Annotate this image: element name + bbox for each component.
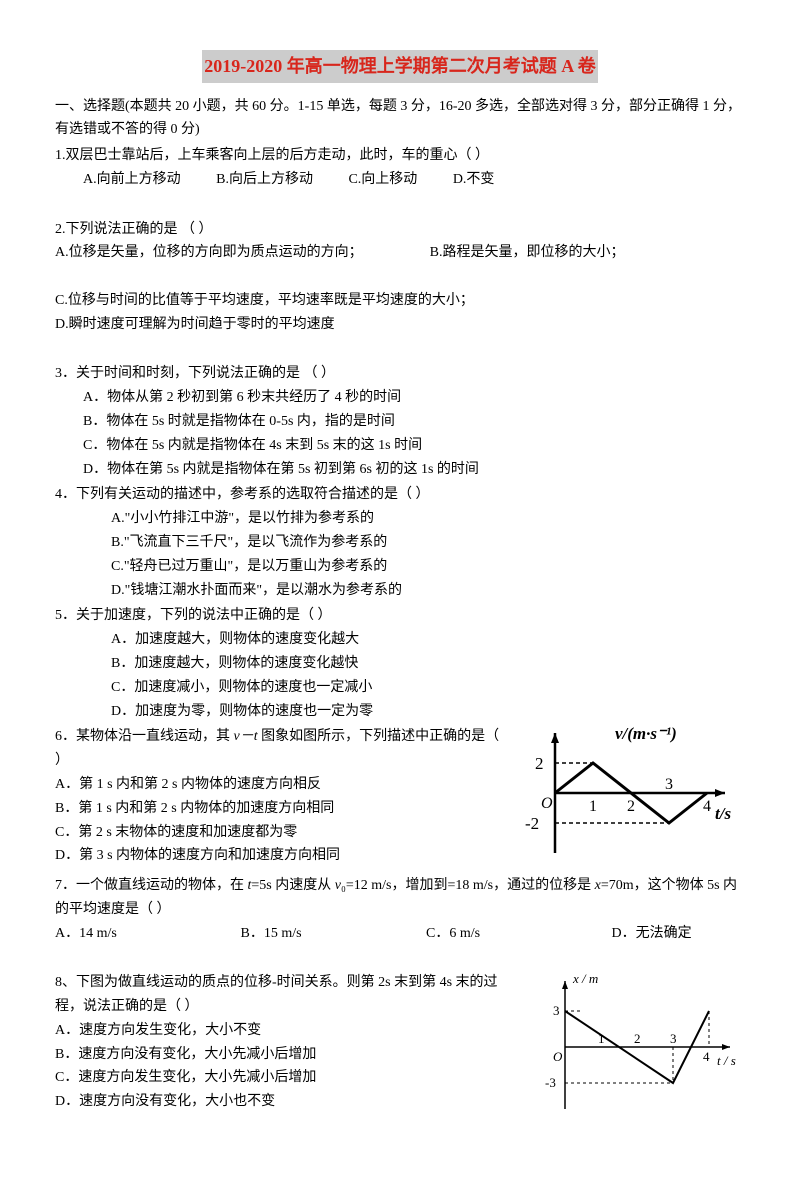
q4-option-d: D."钱塘江潮水扑面而来"，是以潮水为参考系的 [55, 579, 745, 603]
q8-ylabel: x / m [572, 971, 598, 986]
q3-option-a: A．物体从第 2 秒初到第 6 秒末共经历了 4 秒的时间 [55, 386, 745, 410]
q6-x-arrow [715, 789, 725, 797]
q8-origin: O [553, 1049, 563, 1064]
q5-option-d: D．加速度为零，则物体的速度也一定为零 [55, 700, 745, 724]
q8-x-arrow [722, 1044, 730, 1050]
q3-stem: 3．关于时间和时刻，下列说法正确的是 （ ） [55, 362, 745, 386]
q8-xtick-1: 1 [598, 1031, 605, 1046]
q1-option-a: A.向前上方移动 [83, 168, 181, 192]
q5-stem: 5．关于加速度，下列的说法中正确的是（ ） [55, 604, 745, 628]
q2-option-c: C.位移与时间的比值等于平均速度，平均速率既是平均速度的大小； [55, 289, 745, 313]
exam-title: 2019-2020 年高一物理上学期第二次月考试题 A 卷 [202, 50, 598, 83]
q8-xtick-2: 2 [634, 1031, 641, 1046]
q6-xtick-4: 4 [703, 798, 711, 815]
q7-option-c: C．6 m/s [426, 922, 576, 946]
q4-stem: 4．下列有关运动的描述中，参考系的选取符合描述的是（ ） [55, 483, 745, 507]
q6-ytick-2: 2 [535, 754, 544, 773]
q2-option-b: B.路程是矢量，即位移的大小； [430, 245, 625, 260]
q5-option-a: A．加速度越大，则物体的速度变化越大 [55, 628, 745, 652]
q1-option-c: C.向上移动 [348, 168, 417, 192]
question-4: 4．下列有关运动的描述中，参考系的选取符合描述的是（ ） A."小小竹排江中游"… [55, 483, 745, 602]
question-7: 7．一个做直线运动的物体，在 t=5s 内速度从 v₀=12 m/s，增加到=1… [55, 874, 745, 945]
q5-option-c: C．加速度减小，则物体的速度也一定减小 [55, 676, 745, 700]
section-1-header: 一、选择题(本题共 20 小题，共 60 分。1-15 单选，每题 3 分，16… [55, 95, 745, 143]
q1-option-b: B.向后上方移动 [216, 168, 313, 192]
question-5: 5．关于加速度，下列的说法中正确的是（ ） A．加速度越大，则物体的速度变化越大… [55, 604, 745, 723]
question-2: 2.下列说法正确的是 （ ） A.位移是矢量，位移的方向即为质点运动的方向； B… [55, 218, 745, 337]
q8-chart: x / m 3 -3 1 2 3 4 O t / s [525, 969, 745, 1128]
q6-ytick-neg2: -2 [525, 814, 539, 833]
q6-xtick-2: 2 [627, 798, 635, 815]
q4-option-a: A."小小竹排江中游"，是以竹排为参考系的 [55, 507, 745, 531]
q3-option-b: B．物体在 5s 时就是指物体在 0-5s 内，指的是时间 [55, 410, 745, 434]
q7-option-b: B．15 m/s [241, 922, 391, 946]
q8-xtick-3: 3 [670, 1031, 677, 1046]
q3-option-c: C．物体在 5s 内就是指物体在 4s 末到 5s 末的这 1s 时间 [55, 434, 745, 458]
q6-y-arrow [551, 733, 559, 743]
question-3: 3．关于时间和时刻，下列说法正确的是 （ ） A．物体从第 2 秒初到第 6 秒… [55, 362, 745, 481]
q8-y-arrow [562, 981, 568, 989]
q5-option-b: B．加速度越大，则物体的速度变化越快 [55, 652, 745, 676]
q6-xlabel: t/s [715, 804, 731, 823]
q1-stem: 1.双层巴士靠站后，上车乘客向上层的后方走动，此时，车的重心（ ） [55, 144, 745, 168]
q8-xlabel: t / s [717, 1053, 736, 1068]
q6-chart: v/(m·s⁻¹) 2 -2 1 2 3 4 O t/s [515, 723, 745, 872]
q7-option-a: A．14 m/s [55, 922, 205, 946]
q8-ytick-neg3: -3 [545, 1075, 556, 1090]
q8-xtick-4: 4 [703, 1049, 710, 1064]
q2-stem: 2.下列说法正确的是 （ ） [55, 218, 745, 242]
q6-xtick-3: 3 [665, 776, 673, 793]
q3-option-d: D．物体在第 5s 内就是指物体在第 5s 初到第 6s 初的这 1s 的时间 [55, 458, 745, 482]
question-1: 1.双层巴士靠站后，上车乘客向上层的后方走动，此时，车的重心（ ） A.向前上方… [55, 144, 745, 192]
q4-option-b: B."飞流直下三千尺"，是以飞流作为参考系的 [55, 531, 745, 555]
q2-option-a: A.位移是矢量，位移的方向即为质点运动的方向； [55, 245, 363, 260]
q7-option-d: D．无法确定 [612, 922, 692, 946]
q6-origin: O [541, 795, 553, 812]
q6-xtick-1: 1 [589, 798, 597, 815]
q7-stem: 7．一个做直线运动的物体，在 t=5s 内速度从 v₀=12 m/s，增加到=1… [55, 874, 745, 922]
q4-option-c: C."轻舟已过万重山"，是以万重山为参考系的 [55, 555, 745, 579]
q2-option-d: D.瞬时速度可理解为时间趋于零时的平均速度 [55, 313, 745, 337]
q1-option-d: D.不变 [453, 168, 495, 192]
q6-ylabel: v/(m·s⁻¹) [615, 724, 677, 743]
q8-ytick-3: 3 [553, 1003, 560, 1018]
